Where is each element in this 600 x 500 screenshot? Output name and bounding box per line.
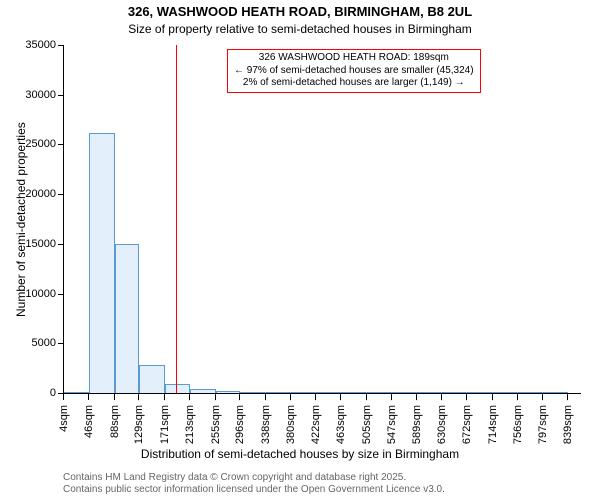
histogram-bar [291,392,316,393]
histogram-bar [417,392,442,393]
x-tick-label: 839sqm [562,401,574,444]
chart-container: 326, WASHWOOD HEATH ROAD, BIRMINGHAM, B8… [0,0,600,500]
footer-line-1: Contains HM Land Registry data © Crown c… [63,472,445,484]
y-tick-label: 0 [50,387,64,399]
histogram-bar [89,133,114,394]
x-tick-label: 296sqm [234,401,246,444]
y-tick-label: 10000 [25,288,64,300]
annotation-line: ← 97% of semi-detached houses are smalle… [234,65,474,78]
annotation-box: 326 WASHWOOD HEATH ROAD: 189sqm← 97% of … [227,49,481,93]
histogram-bar [64,392,89,393]
y-tick-label: 25000 [25,138,64,150]
x-tick-label: 422sqm [310,401,322,444]
x-tick-label: 88sqm [109,401,121,438]
histogram-bar [139,365,164,393]
histogram-bar [216,391,241,393]
chart-title: 326, WASHWOOD HEATH ROAD, BIRMINGHAM, B8… [0,4,600,19]
histogram-bar [266,392,291,393]
x-tick-label: 380sqm [285,401,297,444]
x-tick-label: 547sqm [386,401,398,444]
y-axis-label: Number of semi-detached properties [14,122,28,317]
histogram-bar [341,392,366,393]
x-tick-label: 46sqm [83,401,95,438]
x-tick-label: 630sqm [436,401,448,444]
footer-attribution: Contains HM Land Registry data © Crown c… [63,472,445,496]
x-tick-label: 463sqm [335,401,347,444]
histogram-bar [493,392,518,393]
y-tick-label: 15000 [25,238,64,250]
histogram-bar [240,392,265,393]
marker-line [176,45,177,393]
annotation-line: 326 WASHWOOD HEATH ROAD: 189sqm [234,52,474,65]
y-tick-label: 5000 [32,337,64,349]
y-tick-label: 30000 [25,89,64,101]
x-tick-label: 672sqm [461,401,473,444]
x-tick-label: 505sqm [361,401,373,444]
histogram-bar [442,392,467,393]
histogram-bar [518,392,543,393]
histogram-bar [467,392,492,393]
x-tick-label: 213sqm [184,401,196,444]
x-tick-label: 129sqm [133,401,145,444]
histogram-bar [543,392,568,393]
x-tick-label: 797sqm [537,401,549,444]
chart-subtitle: Size of property relative to semi-detach… [0,22,600,36]
footer-line-2: Contains public sector information licen… [63,484,445,496]
y-tick-label: 20000 [25,188,64,200]
y-tick-label: 35000 [25,39,64,51]
histogram-bar [190,389,215,393]
histogram-bar [392,392,417,393]
x-tick-label: 171sqm [159,401,171,444]
histogram-bar [367,392,392,393]
x-tick-label: 714sqm [487,401,499,444]
histogram-bar [165,384,190,393]
x-axis-label: Distribution of semi-detached houses by … [0,447,600,461]
x-tick-label: 255sqm [210,401,222,444]
plot-area: 326 WASHWOOD HEATH ROAD: 189sqm← 97% of … [63,45,581,394]
x-tick-label: 589sqm [411,401,423,444]
x-tick-label: 338sqm [260,401,272,444]
x-tick-label: 756sqm [512,401,524,444]
histogram-bar [316,392,341,393]
x-tick-label: 4sqm [58,401,70,432]
annotation-line: 2% of semi-detached houses are larger (1… [234,77,474,90]
histogram-bar [115,244,140,393]
